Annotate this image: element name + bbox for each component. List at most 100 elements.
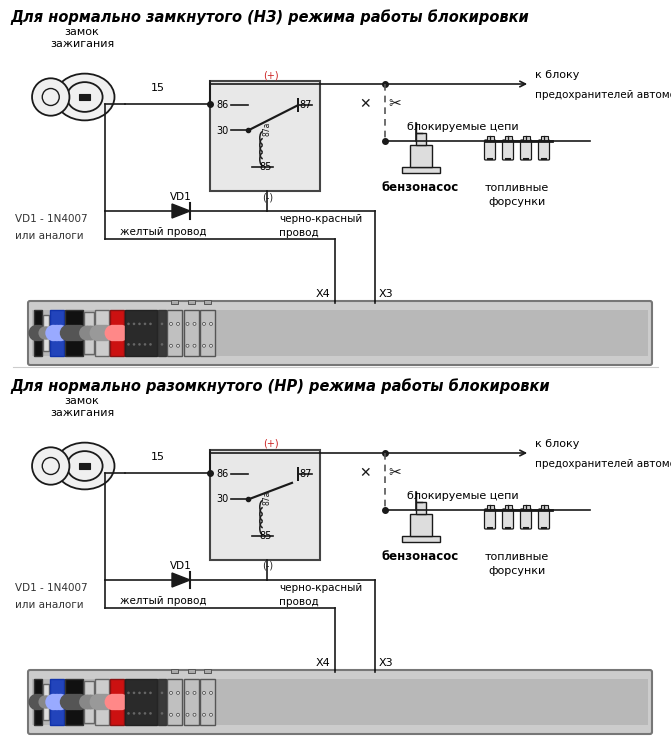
- Bar: [50, 310, 64, 356]
- Text: 30: 30: [216, 125, 228, 136]
- Circle shape: [144, 343, 146, 345]
- Circle shape: [138, 343, 141, 345]
- FancyBboxPatch shape: [28, 670, 652, 734]
- Circle shape: [82, 325, 97, 340]
- Circle shape: [60, 694, 76, 710]
- Bar: [125, 310, 157, 356]
- Text: замок: замок: [64, 27, 99, 37]
- Bar: [95, 679, 109, 725]
- Circle shape: [209, 323, 213, 325]
- Circle shape: [176, 323, 180, 325]
- Text: X3: X3: [379, 658, 394, 668]
- Circle shape: [31, 694, 48, 710]
- Bar: [541, 136, 548, 141]
- FancyBboxPatch shape: [503, 140, 513, 160]
- Text: бензонасос: бензонасос: [381, 181, 458, 194]
- Text: замок: замок: [64, 396, 99, 406]
- Text: желтый провод: желтый провод: [120, 227, 207, 237]
- Text: X4: X4: [315, 289, 330, 299]
- Circle shape: [110, 694, 127, 710]
- Circle shape: [42, 89, 59, 106]
- Circle shape: [133, 712, 136, 714]
- Text: ✕: ✕: [359, 466, 371, 480]
- Circle shape: [66, 325, 83, 341]
- Bar: [84, 312, 94, 354]
- Circle shape: [186, 323, 189, 325]
- Bar: [95, 310, 109, 356]
- Circle shape: [32, 78, 70, 116]
- Circle shape: [209, 713, 213, 717]
- Text: 87: 87: [300, 100, 312, 110]
- Text: 86: 86: [216, 100, 228, 110]
- Bar: [200, 310, 215, 356]
- FancyBboxPatch shape: [484, 509, 495, 529]
- Text: (-): (-): [262, 561, 273, 571]
- Bar: [125, 679, 157, 725]
- Bar: [187, 300, 195, 303]
- Circle shape: [93, 325, 109, 341]
- Circle shape: [149, 323, 152, 325]
- Text: ✂: ✂: [388, 466, 401, 480]
- Circle shape: [98, 694, 115, 710]
- Circle shape: [176, 692, 180, 694]
- Bar: [84, 681, 94, 723]
- Bar: [158, 310, 166, 356]
- Circle shape: [203, 344, 205, 348]
- Text: блокируемые цепи: блокируемые цепи: [407, 122, 519, 132]
- Circle shape: [63, 325, 79, 341]
- Bar: [167, 310, 182, 356]
- Text: блокируемые цепи: блокируемые цепи: [407, 491, 519, 501]
- Bar: [167, 679, 182, 725]
- Circle shape: [144, 692, 146, 694]
- Bar: [523, 505, 529, 510]
- Circle shape: [138, 323, 141, 325]
- Text: (+): (+): [262, 439, 278, 449]
- Circle shape: [84, 325, 99, 340]
- Circle shape: [170, 344, 172, 348]
- Text: VD1: VD1: [170, 561, 192, 571]
- Circle shape: [170, 692, 172, 694]
- FancyBboxPatch shape: [521, 140, 531, 160]
- Bar: [210, 450, 320, 560]
- Circle shape: [49, 694, 65, 710]
- Text: топливные: топливные: [485, 183, 549, 193]
- Circle shape: [160, 323, 163, 325]
- Circle shape: [49, 325, 65, 341]
- Bar: [34, 310, 42, 356]
- Text: форсунки: форсунки: [488, 566, 546, 576]
- Circle shape: [133, 323, 136, 325]
- Bar: [187, 669, 195, 672]
- Bar: [43, 315, 49, 351]
- Circle shape: [32, 447, 70, 485]
- Bar: [402, 167, 440, 173]
- Circle shape: [193, 713, 196, 717]
- FancyBboxPatch shape: [484, 140, 495, 160]
- Circle shape: [186, 692, 189, 694]
- Text: провод: провод: [279, 597, 319, 607]
- Text: VD1 - 1N4007: VD1 - 1N4007: [15, 583, 88, 593]
- Circle shape: [45, 325, 62, 341]
- Ellipse shape: [67, 451, 103, 481]
- Circle shape: [149, 692, 152, 694]
- FancyBboxPatch shape: [521, 509, 531, 529]
- Circle shape: [149, 343, 152, 345]
- Text: предохранителей автомобиля: предохранителей автомобиля: [535, 459, 671, 469]
- Bar: [110, 679, 124, 725]
- Text: VD1: VD1: [170, 192, 192, 202]
- Circle shape: [63, 694, 79, 710]
- FancyBboxPatch shape: [28, 301, 652, 365]
- Circle shape: [209, 344, 213, 348]
- Bar: [158, 679, 166, 725]
- Bar: [65, 310, 83, 356]
- Circle shape: [84, 694, 99, 709]
- FancyBboxPatch shape: [503, 509, 513, 529]
- Circle shape: [160, 343, 163, 345]
- Bar: [410, 145, 432, 167]
- Circle shape: [160, 692, 163, 694]
- Circle shape: [193, 692, 196, 694]
- Ellipse shape: [55, 74, 115, 120]
- Text: X4: X4: [315, 658, 330, 668]
- Text: 87а: 87а: [263, 121, 272, 136]
- Circle shape: [170, 713, 172, 717]
- Polygon shape: [172, 573, 190, 587]
